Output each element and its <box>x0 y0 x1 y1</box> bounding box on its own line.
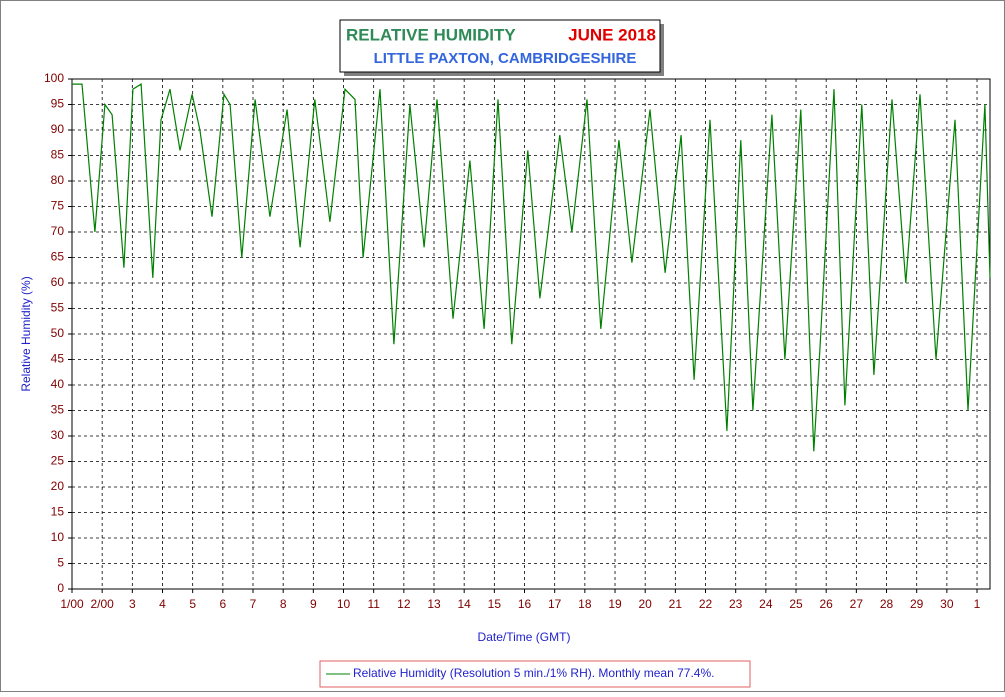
x-tick-label: 21 <box>669 597 683 611</box>
x-tick-label: 15 <box>488 597 502 611</box>
legend-box <box>319 660 751 688</box>
y-tick-label: 10 <box>51 530 65 544</box>
x-tick-label: 9 <box>310 597 317 611</box>
x-tick-label: 16 <box>518 597 532 611</box>
x-tick-label: 24 <box>759 597 773 611</box>
y-tick-label: 40 <box>51 377 65 391</box>
y-tick-label: 45 <box>51 352 65 366</box>
y-tick-label: 85 <box>51 148 65 162</box>
line <box>72 83 991 452</box>
y-tick-label: 65 <box>51 250 65 264</box>
x-tick-label: 4 <box>159 597 166 611</box>
x-tick-label: 10 <box>337 597 351 611</box>
x-tick-label: 12 <box>397 597 411 611</box>
y-tick-label: 5 <box>57 556 64 570</box>
x-tick-label: 18 <box>578 597 592 611</box>
y-tick-label: 30 <box>51 428 65 442</box>
x-tick-label: 6 <box>219 597 226 611</box>
x-tick-label: 5 <box>189 597 196 611</box>
y-tick-label: 50 <box>51 326 65 340</box>
legend-label: Relative Humidity (Resolution 5 min./1% … <box>353 666 714 680</box>
y-tick-label: 60 <box>51 275 65 289</box>
y-tick-label: 0 <box>57 581 64 595</box>
x-tick-label: 8 <box>280 597 287 611</box>
x-tick-label: 7 <box>250 597 257 611</box>
x-tick-label: 23 <box>729 597 743 611</box>
y-tick-label: 25 <box>51 454 65 468</box>
y-tick-label: 55 <box>51 301 65 315</box>
x-tick-label: 11 <box>367 597 380 611</box>
x-tick-label: 13 <box>427 597 441 611</box>
x-tick-label: 30 <box>940 597 954 611</box>
y-axis-label: Relative Humidity (%) <box>19 276 33 391</box>
x-tick-label: 2/00 <box>90 597 114 611</box>
x-tick-label: 20 <box>639 597 653 611</box>
x-axis-label: Date/Time (GMT) <box>478 630 571 644</box>
x-tick-label: 17 <box>548 597 562 611</box>
x-tick-label: 1/00 <box>60 597 84 611</box>
y-tick-label: 35 <box>51 403 65 417</box>
x-tick-label: 3 <box>129 597 136 611</box>
y-tick-label: 100 <box>44 71 64 85</box>
x-tick-label: 29 <box>910 597 924 611</box>
y-tick-label: 95 <box>51 97 65 111</box>
x-tick-label: 22 <box>699 597 713 611</box>
title-box <box>339 19 661 73</box>
x-tick-label: 14 <box>457 597 471 611</box>
x-tick-label: 25 <box>789 597 803 611</box>
y-tick-label: 20 <box>51 479 65 493</box>
y-tick-label: 15 <box>51 505 65 519</box>
x-tick-label: 26 <box>820 597 834 611</box>
x-tick-label: 19 <box>608 597 622 611</box>
chart-subtitle: LITTLE PAXTON, CAMBRIDGESHIRE <box>374 50 637 67</box>
x-tick-label: 27 <box>850 597 864 611</box>
y-tick-label: 90 <box>51 122 65 136</box>
x-tick-label: 1 <box>974 597 981 611</box>
chart-title: RELATIVE HUMIDITY <box>346 25 516 44</box>
y-tick-label: 70 <box>51 224 65 238</box>
x-tick-label: 28 <box>880 597 894 611</box>
chart-title-period: JUNE 2018 <box>568 25 656 44</box>
y-tick-label: 75 <box>51 199 65 213</box>
y-tick-label: 80 <box>51 173 65 187</box>
